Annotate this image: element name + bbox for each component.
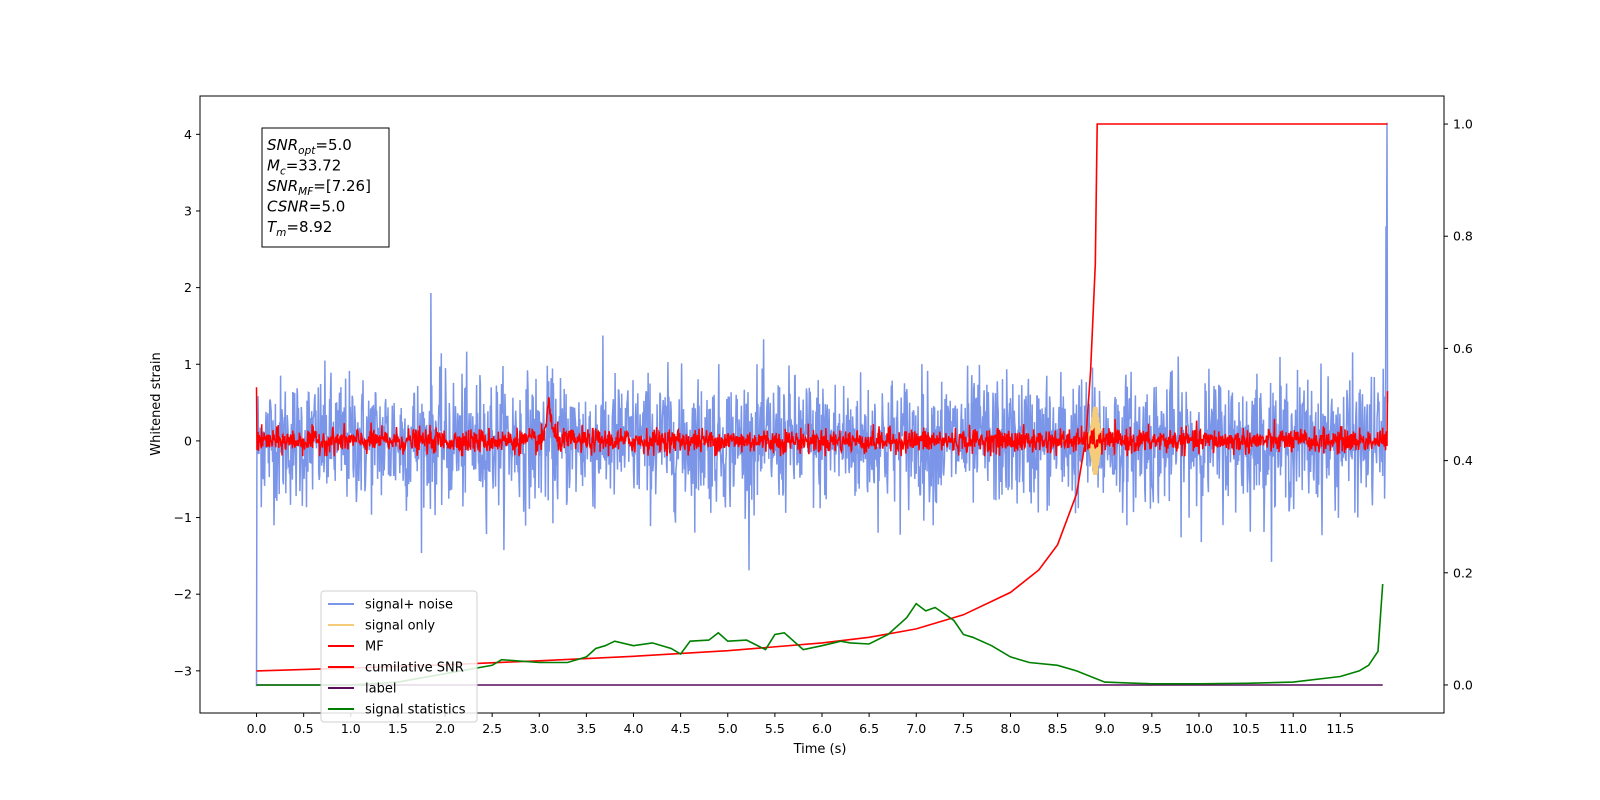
- x-tick-label-10: 5.0: [718, 721, 738, 736]
- y2-tick-label-2: 0.6: [1453, 341, 1473, 356]
- y-tick-label-0: 4: [184, 127, 192, 142]
- x-axis-label: Time (s): [793, 742, 847, 757]
- x-tick-label-8: 4.0: [624, 721, 644, 736]
- x-tick-label-2: 1.0: [341, 721, 361, 736]
- x-tick-label-6: 3.0: [529, 721, 549, 736]
- x-tick-label-0: 0.0: [247, 721, 267, 736]
- x-tick-label-22: 11.0: [1279, 721, 1307, 736]
- y2-tick-label-3: 0.4: [1453, 453, 1473, 468]
- y2-tick-label-4: 0.2: [1453, 565, 1473, 580]
- x-tick-label-5: 2.5: [482, 721, 502, 736]
- series-mf-line: [255, 387, 1389, 457]
- x-tick-label-16: 8.0: [1001, 721, 1021, 736]
- legend-label-2: MF: [365, 640, 384, 655]
- x-tick-label-14: 7.0: [906, 721, 926, 736]
- x-tick-label-1: 0.5: [294, 721, 314, 736]
- y-tick-label-3: 1: [184, 357, 192, 372]
- legend-label-1: signal only: [365, 619, 435, 634]
- y-axis-label: Whitened strain: [149, 352, 164, 455]
- legend-label-3: cumilative SNR: [365, 661, 464, 676]
- legend-label-5: signal statistics: [365, 703, 466, 718]
- annotation-line-4: Tm=8.92: [267, 218, 332, 239]
- x-tick-label-23: 11.5: [1326, 721, 1354, 736]
- y2-tick-label-0: 1.0: [1453, 117, 1473, 132]
- annotation-frame: [261, 127, 390, 248]
- x-tick-label-17: 8.5: [1048, 721, 1068, 736]
- x-tick-label-7: 3.5: [576, 721, 596, 736]
- legend: signal+ noise signal only MF cumilative SNR…: [320, 590, 478, 723]
- x-tick-label-18: 9.0: [1095, 721, 1115, 736]
- annotation-line-1: Mc=33.72: [267, 157, 341, 178]
- legend-label-4: label: [365, 682, 396, 697]
- y2-tick-label-5: 0.0: [1453, 677, 1473, 692]
- legend-frame: [320, 590, 478, 723]
- x-tick-label-9: 4.5: [671, 721, 691, 736]
- x-tick-label-13: 6.5: [859, 721, 879, 736]
- series-layer: [255, 122, 1389, 687]
- y-tick-label-6: −2: [174, 587, 192, 602]
- x-tick-label-20: 10.0: [1185, 721, 1213, 736]
- annotation-line-2: SNRMF=[7.26]: [267, 177, 371, 198]
- x-tick-label-12: 6.0: [812, 721, 832, 736]
- series-cumulative-snr-line: [256, 123, 1388, 672]
- x-tick-label-15: 7.5: [953, 721, 973, 736]
- annotation-line-3: CSNR=5.0: [267, 198, 345, 216]
- x-tick-label-11: 5.5: [765, 721, 785, 736]
- x-tick-label-3: 1.5: [388, 721, 408, 736]
- y-tick-label-1: 3: [184, 203, 192, 218]
- y-tick-label-2: 2: [184, 280, 192, 295]
- y-tick-label-4: 0: [184, 433, 192, 448]
- annotation-line-0: SNRopt=5.0: [267, 136, 352, 157]
- axis-layer: 0.0 0.5 1.0 1.5 2.0 2.5 3.0 3.5 4.0 4.5 5.0 5.5 6.0 6…: [174, 117, 1473, 736]
- y2-tick-label-1: 0.8: [1453, 229, 1473, 244]
- x-tick-label-19: 9.5: [1142, 721, 1162, 736]
- x-tick-label-4: 2.0: [435, 721, 455, 736]
- legend-label-0: signal+ noise: [365, 598, 453, 613]
- y-tick-label-7: −3: [174, 663, 192, 678]
- y-tick-label-5: −1: [174, 510, 192, 525]
- x-tick-label-21: 10.5: [1232, 721, 1260, 736]
